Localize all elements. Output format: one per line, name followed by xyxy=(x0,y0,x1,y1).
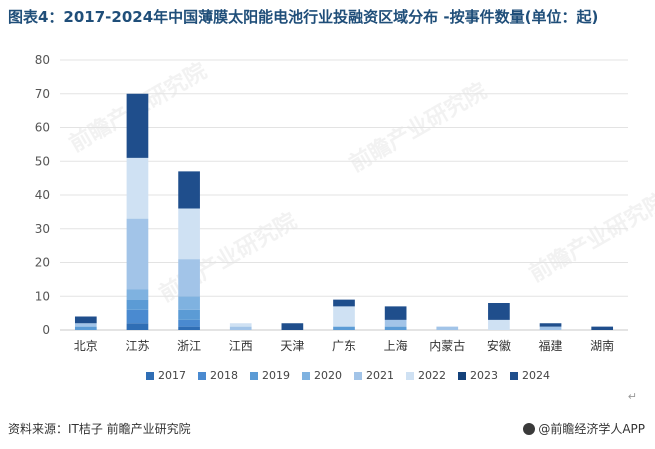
bar-segment xyxy=(384,326,407,330)
bar-segment xyxy=(539,326,562,330)
x-category-label: 江西 xyxy=(229,339,253,353)
brand-credit: @前瞻经济学人APP xyxy=(523,420,645,437)
y-tick-label: 80 xyxy=(35,53,50,67)
legend-label: 2020 xyxy=(314,369,342,382)
legend-label: 2022 xyxy=(418,369,446,382)
return-mark: ↵ xyxy=(627,390,637,403)
bar-segment xyxy=(488,303,510,320)
legend-label: 2017 xyxy=(158,369,186,382)
bar-segment xyxy=(126,93,149,158)
bar-segment xyxy=(488,319,510,330)
bar-segment xyxy=(178,259,200,297)
x-category-label: 江苏 xyxy=(125,339,149,353)
bar-segment xyxy=(333,326,355,330)
bar-segment xyxy=(126,218,149,290)
source-note: 资料来源：IT桔子 前瞻产业研究院 xyxy=(8,422,191,436)
bar-segment xyxy=(74,326,97,330)
bar-segment xyxy=(333,306,355,327)
y-tick-label: 50 xyxy=(35,154,50,168)
legend-swatch xyxy=(198,372,206,380)
legend-swatch xyxy=(406,372,414,380)
legend-swatch xyxy=(458,372,466,380)
x-category-label: 广东 xyxy=(332,339,356,353)
bar-segment xyxy=(126,289,149,300)
bar-segment xyxy=(178,326,200,330)
legend-swatch xyxy=(250,372,258,380)
bar-segment xyxy=(178,319,200,327)
bar-segment xyxy=(178,208,200,260)
legend-label: 2018 xyxy=(210,369,238,382)
legend-label: 2019 xyxy=(262,369,290,382)
bar-segment xyxy=(74,323,97,327)
legend-swatch xyxy=(146,372,154,380)
x-category-label: 湖南 xyxy=(590,338,614,353)
bar-segment xyxy=(178,296,200,310)
bar-segment xyxy=(591,326,614,330)
legend-swatch xyxy=(510,372,518,380)
legend-label: 2023 xyxy=(470,369,498,382)
bar-segment xyxy=(229,326,252,330)
brand-logo-icon xyxy=(523,423,536,435)
y-tick-label: 70 xyxy=(35,87,50,101)
legend-label: 2021 xyxy=(366,369,394,382)
bar-segment xyxy=(384,306,407,320)
bar-segment xyxy=(126,323,149,330)
y-tick-label: 0 xyxy=(42,323,50,337)
x-category-label: 内蒙古 xyxy=(429,338,465,353)
x-category-label: 福建 xyxy=(539,338,563,353)
legend-swatch xyxy=(302,372,310,380)
legend-swatch xyxy=(354,372,362,380)
bar-segment xyxy=(281,323,304,330)
y-tick-label: 30 xyxy=(35,222,50,236)
x-category-label: 浙江 xyxy=(177,339,201,353)
bar-segment xyxy=(126,157,149,219)
bar-segment xyxy=(74,316,97,324)
y-tick-label: 40 xyxy=(35,188,50,202)
bar-segment xyxy=(384,319,407,327)
x-category-label: 上海 xyxy=(384,338,408,353)
y-tick-label: 60 xyxy=(35,121,50,135)
bar-segment xyxy=(178,309,200,320)
bar-segment xyxy=(126,309,149,324)
legend-label: 2024 xyxy=(522,369,550,382)
x-category-label: 安徽 xyxy=(487,338,511,353)
brand-text: @前瞻经济学人APP xyxy=(538,422,645,436)
y-tick-label: 10 xyxy=(35,289,50,303)
bar-segment xyxy=(539,323,562,327)
x-category-label: 北京 xyxy=(74,339,98,353)
bar-segment xyxy=(178,171,200,209)
y-tick-label: 20 xyxy=(35,256,50,270)
bar-segment xyxy=(126,299,149,310)
bar-segment xyxy=(333,299,355,307)
x-category-label: 天津 xyxy=(280,339,304,353)
chart-title: 图表4：2017-2024年中国薄膜太阳能电池行业投融资区域分布 -按事件数量(… xyxy=(8,8,599,26)
bar-segment xyxy=(436,326,459,330)
bar-segment xyxy=(229,323,252,327)
